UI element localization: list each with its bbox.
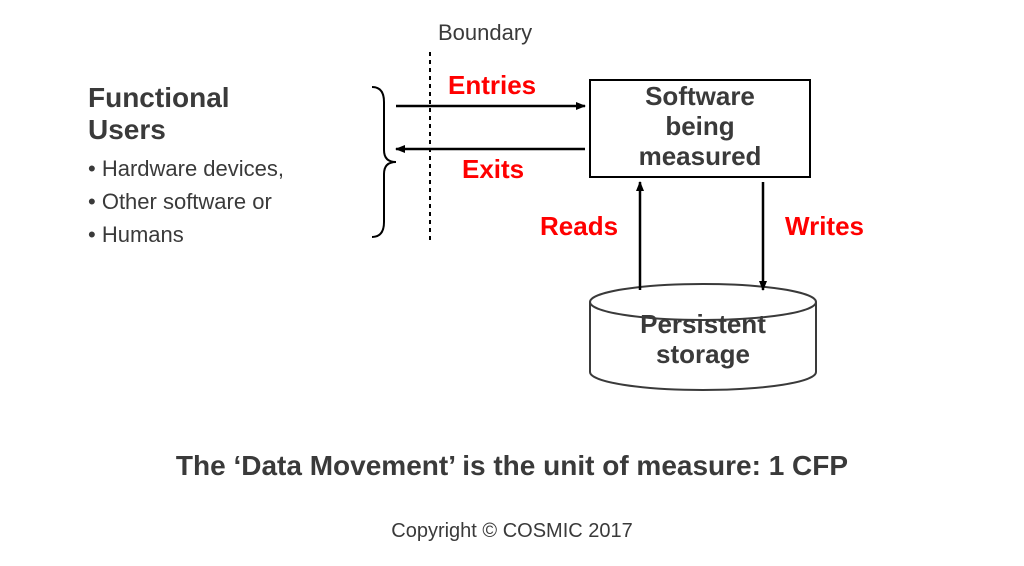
- bullet-2: • Other software or: [88, 185, 284, 218]
- writes-label: Writes: [785, 211, 864, 242]
- diagram-canvas: Boundary Functional Users • Hardware dev…: [0, 0, 1024, 566]
- bullet-3: • Humans: [88, 218, 284, 251]
- brace: [372, 87, 396, 237]
- exits-label: Exits: [462, 154, 524, 185]
- entries-label: Entries: [448, 70, 536, 101]
- software-box-label: Software being measured: [590, 82, 810, 172]
- storage-label: Persistent storage: [590, 310, 816, 370]
- caption: The ‘Data Movement’ is the unit of measu…: [0, 450, 1024, 482]
- functional-users-title-1: Functional: [88, 82, 230, 113]
- functional-users: Functional Users • Hardware devices, • O…: [88, 82, 284, 251]
- copyright: Copyright © COSMIC 2017: [0, 520, 1024, 543]
- boundary-label: Boundary: [438, 20, 532, 46]
- functional-users-title-2: Users: [88, 114, 166, 145]
- bullet-1: • Hardware devices,: [88, 152, 284, 185]
- reads-label: Reads: [540, 211, 618, 242]
